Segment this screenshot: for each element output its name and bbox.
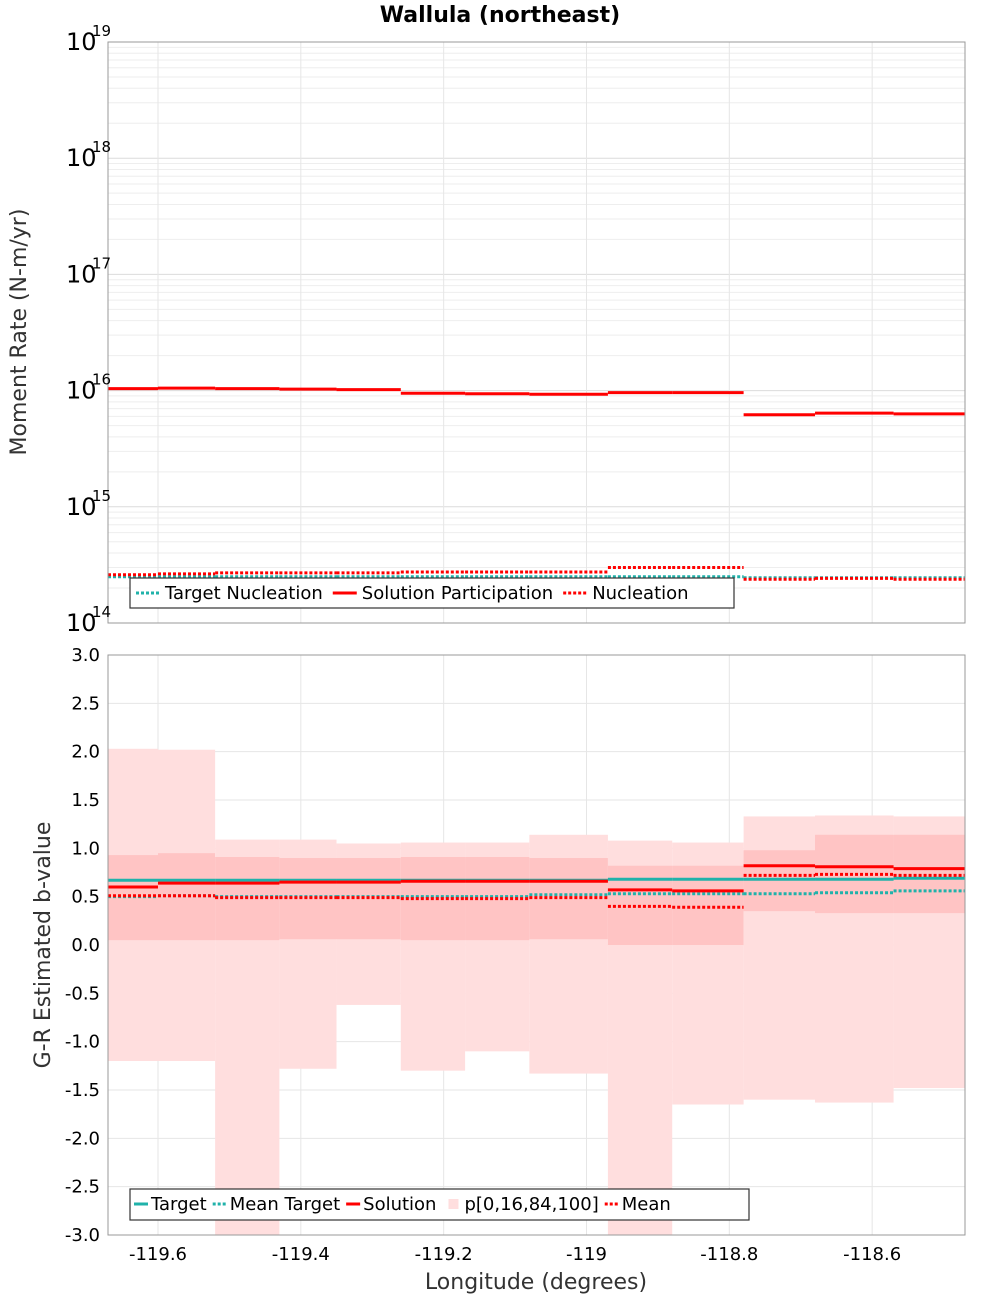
bottom-legend: Target Mean Target Solution p[0,16,84,100] M… xyxy=(129,1188,750,1221)
bottom-y-axis-label: G-R Estimated b-value xyxy=(31,822,56,1069)
bottom-y-tick-label: -2.5 xyxy=(65,1177,100,1198)
top-y-tick-base: 10 xyxy=(66,260,97,288)
top-y-tick-base: 10 xyxy=(66,493,97,521)
bottom-y-tick-label: 1.5 xyxy=(71,790,100,811)
bottom-legend-box xyxy=(129,1188,750,1221)
bottom-legend-label: Mean xyxy=(622,1194,671,1215)
bottom-y-tick-labels: -3.0 -2.5 -2.0 -1.5 -1.0 -0.5 0.0 0.5 1.0 1.5 2.0 2… xyxy=(65,645,100,1246)
band-inner xyxy=(279,858,337,940)
x-tick-label: -119.2 xyxy=(415,1244,473,1265)
bottom-y-tick-label: 3.0 xyxy=(71,645,100,666)
top-legend-label: Target Nucleation xyxy=(164,583,323,604)
top-series xyxy=(108,386,965,581)
x-tick-labels: -119.6 -119.4 -119.2 -119 -118.8 -118.6 xyxy=(129,1244,901,1265)
top-y-tick-exponent: 18 xyxy=(92,138,111,156)
top-plot-background xyxy=(108,42,965,623)
x-tick-label: -119.4 xyxy=(272,1244,330,1265)
top-legend-label: Nucleation xyxy=(592,583,688,604)
top-y-tick-base: 10 xyxy=(66,377,97,405)
top-y-axis-label: Moment Rate (N-m/yr) xyxy=(7,209,32,456)
bottom-plot-frame xyxy=(107,654,966,1236)
bottom-y-tick-label: 2.5 xyxy=(71,693,100,714)
bottom-y-tick-label: -1.0 xyxy=(65,1032,100,1053)
bottom-legend-label: Mean Target xyxy=(230,1194,340,1215)
top-y-tick-exponent: 17 xyxy=(92,254,111,272)
bottom-legend-label: Target xyxy=(150,1194,207,1215)
top-y-tick-base: 10 xyxy=(66,609,97,637)
top-y-tick-exponent: 19 xyxy=(92,22,111,40)
x-tick-label: -119 xyxy=(566,1244,607,1265)
top-y-tick-exponent: 15 xyxy=(92,487,111,505)
bottom-legend-swatch xyxy=(448,1199,459,1209)
bottom-y-tick-label: -0.5 xyxy=(65,983,100,1004)
x-tick-label: -119.6 xyxy=(129,1244,187,1265)
top-y-tick-exponent: 14 xyxy=(92,603,111,621)
bottom-series xyxy=(108,864,965,909)
band-inner xyxy=(157,853,216,941)
x-tick-label: -118.8 xyxy=(700,1244,758,1265)
bottom-legend-label: p[0,16,84,100] xyxy=(464,1194,598,1215)
top-legend: Target Nucleation Solution Participation N… xyxy=(129,577,735,609)
top-legend-box xyxy=(129,577,735,609)
bottom-y-tick-label: -2.0 xyxy=(65,1128,100,1149)
bottom-legend-label: Solution xyxy=(363,1194,436,1215)
top-legend-label: Solution Participation xyxy=(362,583,553,604)
bottom-y-tick-label: 2.0 xyxy=(71,742,100,763)
x-axis-label: Longitude (degrees) xyxy=(425,1270,647,1295)
bottom-y-tick-label: -1.5 xyxy=(65,1080,100,1101)
top-grid xyxy=(108,42,965,624)
chart-title: Wallula (northeast) xyxy=(380,3,620,28)
bottom-y-tick-label: 1.0 xyxy=(71,838,100,859)
band-inner xyxy=(672,865,744,945)
top-y-tick-base: 10 xyxy=(66,28,97,56)
top-plot-frame xyxy=(107,41,966,624)
top-y-tick-base: 10 xyxy=(66,144,97,172)
top-y-tick-exponent: 16 xyxy=(92,371,111,389)
bottom-y-tick-label: -3.0 xyxy=(65,1225,100,1246)
b-value-panel: -3.0 -2.5 -2.0 -1.5 -1.0 -0.5 0.0 0.5 1.0 1.5 2.0 2… xyxy=(31,645,966,1295)
bottom-y-tick-label: 0.0 xyxy=(71,935,100,956)
x-tick-label: -118.6 xyxy=(843,1244,901,1265)
bottom-y-tick-label: 0.5 xyxy=(71,887,100,908)
